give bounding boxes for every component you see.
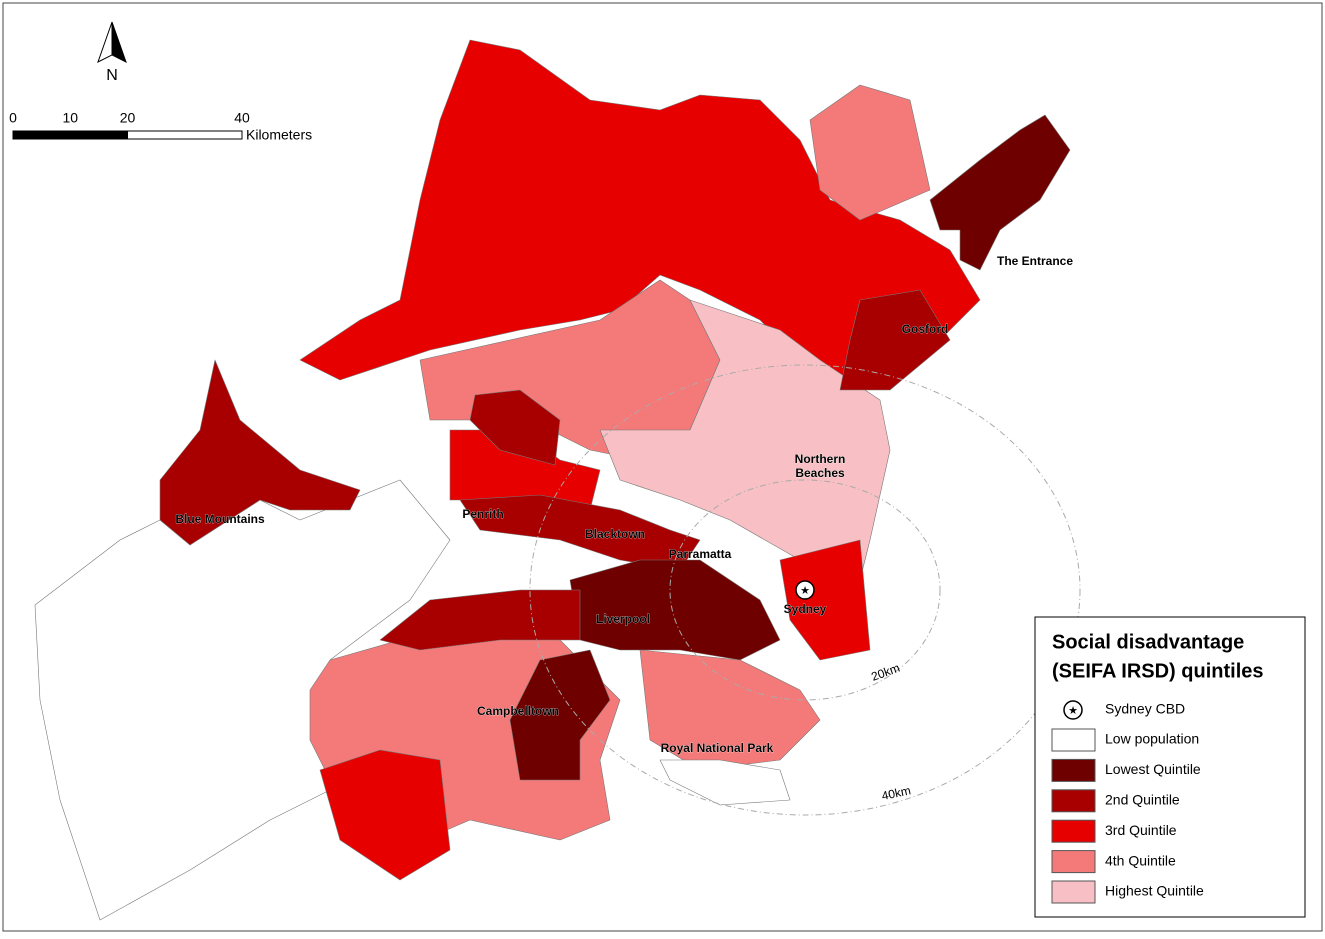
region: [569, 559, 781, 661]
scale-segment: [12, 130, 71, 140]
place-label: Gosford: [902, 322, 949, 336]
region: [839, 289, 951, 391]
svg-text:★: ★: [800, 585, 810, 597]
scale-tick-label: 10: [62, 110, 78, 126]
region: [659, 759, 791, 806]
regions: [34, 39, 1071, 921]
place-label: Northern: [795, 452, 846, 466]
place-label: Sydney: [784, 602, 827, 616]
region: [809, 84, 931, 221]
scale-tick-label: 40: [234, 110, 250, 126]
legend-swatch: [1051, 819, 1096, 843]
legend-label: Low population: [1105, 731, 1199, 747]
scale-unit: Kilometers: [246, 127, 312, 143]
place-label: Parramatta: [669, 547, 732, 561]
distance-ring: [669, 479, 941, 701]
place-label: Penrith: [462, 507, 503, 521]
legend-label: Highest Quintile: [1105, 883, 1204, 899]
place-label: The Entrance: [997, 254, 1073, 268]
legend: Social disadvantage (SEIFA IRSD) quintil…: [1034, 616, 1306, 918]
region: [509, 649, 611, 781]
north-arrow: N: [97, 21, 127, 84]
place-label: Royal National Park: [661, 741, 774, 755]
cbd-symbol: ★: [1068, 705, 1078, 717]
legend-swatch: [1051, 728, 1096, 752]
legend-label: Sydney CBD: [1105, 701, 1185, 717]
legend-label: 3rd Quintile: [1105, 822, 1177, 838]
cbd-marker: ★: [795, 580, 815, 600]
region: [459, 494, 701, 571]
place-label: Campbelltown: [477, 704, 559, 718]
distance-ring: [529, 364, 1081, 816]
region: [639, 649, 821, 771]
legend-swatch: [1051, 850, 1096, 874]
legend-label: Lowest Quintile: [1105, 761, 1201, 777]
legend-swatch: [1051, 789, 1096, 813]
north-label: N: [106, 67, 118, 84]
legend-swatch: [1051, 758, 1096, 782]
region: [929, 114, 1071, 271]
legend-swatch: [1051, 880, 1096, 904]
scale-tick-label: 20: [120, 110, 136, 126]
legend-title: Social disadvantage: [1052, 631, 1244, 653]
region: [469, 389, 561, 466]
scale-segment: [127, 130, 243, 140]
scale-tick-label: 0: [9, 110, 17, 126]
scale-segment: [69, 130, 128, 140]
legend-title: (SEIFA IRSD) quintiles: [1052, 660, 1264, 682]
region: [379, 589, 581, 651]
place-label: Blue Mountains: [175, 512, 265, 526]
cbd-symbol: [1063, 700, 1083, 720]
region: [319, 749, 451, 881]
ring-label: 40km: [880, 783, 912, 803]
legend-label: 2nd Quintile: [1105, 792, 1180, 808]
region: [779, 539, 871, 661]
legend-label: 4th Quintile: [1105, 852, 1176, 868]
region: [159, 359, 361, 546]
place-label: Blacktown: [585, 527, 645, 541]
place-label: Beaches: [795, 466, 845, 480]
place-label: Liverpool: [596, 612, 650, 626]
